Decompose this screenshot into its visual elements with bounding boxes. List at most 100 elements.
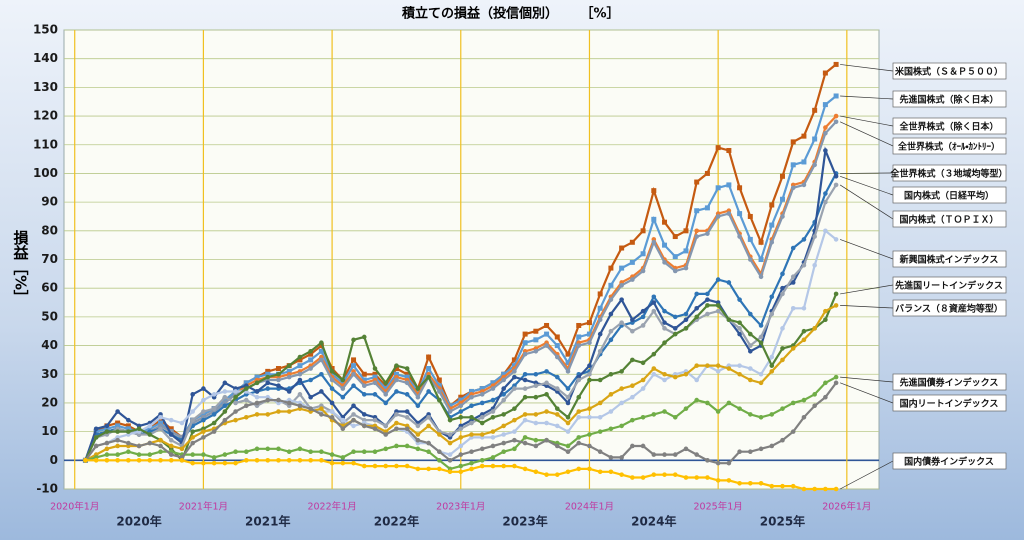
point <box>715 303 721 308</box>
point <box>469 432 474 437</box>
point <box>136 458 142 463</box>
point <box>651 188 657 194</box>
point <box>769 311 775 317</box>
point <box>222 409 228 414</box>
y-tick-label: -10 <box>36 482 58 496</box>
point <box>748 257 753 262</box>
point <box>158 420 164 426</box>
point <box>587 363 592 368</box>
point <box>790 400 796 406</box>
point <box>340 394 346 400</box>
point <box>533 394 539 400</box>
point <box>747 213 753 219</box>
y-tick-label: 50 <box>41 309 58 323</box>
point <box>383 386 389 392</box>
point <box>318 348 324 354</box>
y-tick-label: 70 <box>41 252 58 266</box>
point <box>801 262 807 268</box>
point <box>319 371 324 377</box>
y-tick-label: 150 <box>33 23 58 37</box>
legend-box <box>892 90 1007 108</box>
point <box>833 113 839 119</box>
point <box>576 377 582 383</box>
y-tick-label: 110 <box>33 137 58 151</box>
point <box>823 308 828 314</box>
point <box>469 394 474 400</box>
point <box>404 392 410 397</box>
point <box>136 443 142 449</box>
point <box>597 331 603 337</box>
point <box>372 449 378 455</box>
y-tick-label: 30 <box>41 367 58 381</box>
point <box>715 185 721 191</box>
point <box>297 403 303 409</box>
point <box>554 443 560 449</box>
point <box>319 340 324 345</box>
point <box>158 449 163 455</box>
leader-line <box>839 239 894 260</box>
point <box>447 409 453 414</box>
point <box>308 458 313 463</box>
point <box>672 452 678 457</box>
point <box>351 417 356 423</box>
point <box>790 139 796 145</box>
point <box>672 314 678 320</box>
point <box>254 412 260 417</box>
legend-label: 国内株式（日経平均） <box>904 190 994 202</box>
leader-line <box>840 376 894 383</box>
point <box>780 437 785 443</box>
point <box>823 130 828 136</box>
point <box>158 426 163 432</box>
point <box>608 409 614 414</box>
point <box>694 291 699 297</box>
legend-box <box>892 210 1007 228</box>
point <box>447 458 453 463</box>
point <box>662 472 667 477</box>
point <box>619 455 624 460</box>
point <box>512 386 517 391</box>
leader-line <box>839 184 894 220</box>
point <box>201 435 206 440</box>
leader-line <box>840 284 894 295</box>
point <box>426 466 431 472</box>
point <box>512 437 517 443</box>
point <box>512 463 517 469</box>
point <box>790 162 796 168</box>
point <box>812 326 817 331</box>
point <box>383 383 389 389</box>
point <box>769 363 775 368</box>
point <box>361 377 367 383</box>
point <box>276 377 281 383</box>
point <box>254 400 260 406</box>
point <box>640 251 646 257</box>
point <box>244 449 249 455</box>
point <box>705 291 710 297</box>
point <box>726 317 732 323</box>
point <box>823 317 828 323</box>
point <box>447 403 453 409</box>
point <box>383 400 389 406</box>
legend-box <box>892 394 1007 412</box>
point <box>565 443 571 449</box>
point <box>329 452 335 457</box>
point <box>662 260 667 265</box>
y-tick-label: 40 <box>41 338 58 352</box>
point <box>297 354 303 360</box>
point <box>544 380 549 386</box>
point <box>597 305 603 311</box>
point <box>780 483 785 489</box>
point <box>694 179 700 185</box>
point <box>694 314 699 320</box>
point <box>586 331 592 337</box>
point <box>244 403 249 409</box>
point <box>737 211 743 217</box>
point <box>640 308 646 314</box>
point <box>490 463 496 469</box>
point <box>394 377 399 383</box>
point <box>629 239 635 245</box>
point <box>683 265 689 271</box>
legend-box <box>892 276 1007 294</box>
legend-label: 全世界株式（３地域均等型） <box>890 168 1007 180</box>
point <box>168 458 174 463</box>
point <box>715 460 721 466</box>
